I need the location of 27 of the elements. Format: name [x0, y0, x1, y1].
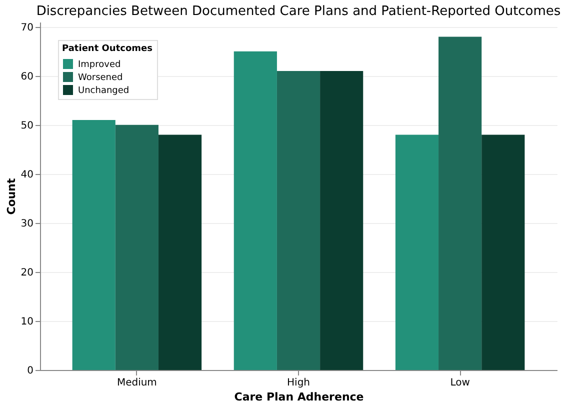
- x-tick-label: High: [287, 378, 310, 388]
- bar: [234, 51, 277, 370]
- y-tick-label: 30: [20, 218, 34, 230]
- legend-label: Improved: [78, 60, 121, 70]
- x-axis-title: Care Plan Adherence: [234, 390, 364, 404]
- bar: [276, 71, 320, 370]
- y-tick-label: 60: [20, 71, 34, 82]
- bar: [72, 120, 116, 370]
- x-tick-label: Low: [450, 378, 470, 388]
- y-tick-label: 0: [27, 366, 34, 376]
- y-tick-label: 10: [20, 316, 34, 328]
- bar: [320, 71, 364, 370]
- bar: [482, 134, 525, 370]
- bar: [395, 134, 439, 370]
- legend-label: Unchanged: [78, 86, 130, 96]
- legend-title: Patient Outcomes: [62, 44, 152, 54]
- bar: [438, 36, 482, 370]
- bar: [158, 134, 202, 370]
- y-tick-label: 50: [20, 120, 34, 132]
- y-tick-label: 40: [20, 169, 34, 180]
- legend-label: Worsened: [78, 73, 123, 83]
- x-tick-label: Medium: [116, 378, 157, 388]
- y-tick-label: 70: [20, 22, 34, 34]
- y-tick-label: 20: [20, 267, 34, 278]
- bar: [115, 124, 158, 370]
- chart-title: Discrepancies Between Documented Care Plans and Patient-Reported Outcomes: [36, 4, 561, 19]
- y-axis-title: Count: [4, 178, 18, 215]
